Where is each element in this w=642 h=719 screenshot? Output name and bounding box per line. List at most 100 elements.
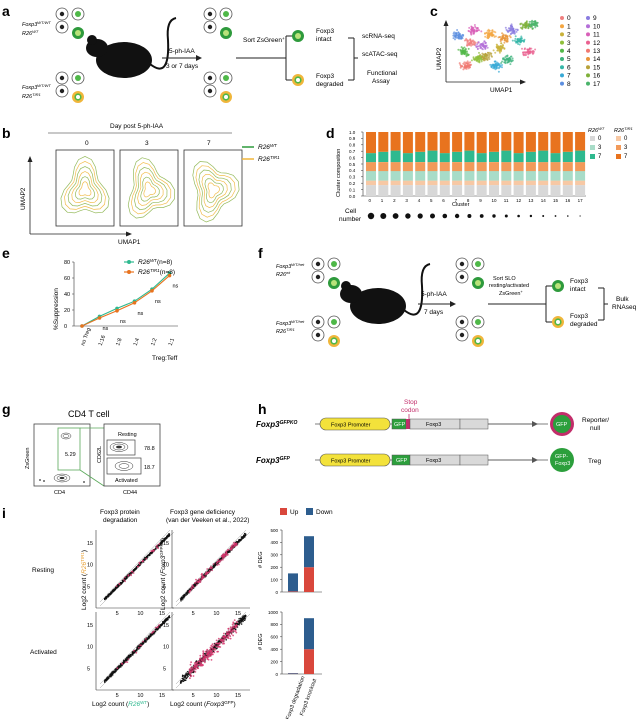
i-scatter-resting-knockout-deg-point xyxy=(220,559,223,562)
i-bars-activated-ytick-label: 800 xyxy=(271,622,279,627)
c-umap-point xyxy=(499,40,502,43)
i-scatter-resting-degradation-point xyxy=(107,595,109,598)
i-scatter-activated-degradation-deg-point xyxy=(156,625,159,628)
c-legend-label: 0 xyxy=(567,15,571,22)
c-umap-point xyxy=(470,59,473,62)
i-scatter-resting-degradation-deg-point xyxy=(156,544,158,547)
d-bar-segment xyxy=(513,153,524,163)
d-bar-segment xyxy=(513,162,524,172)
d-bar-segment xyxy=(452,132,463,152)
c-legend-swatch xyxy=(560,24,564,29)
i-scatter-activated-knockout-deg-point xyxy=(223,636,226,638)
i-scatter-resting-knockout-deg-point xyxy=(201,572,203,575)
i-scatter-resting-degradation-ytick: 10 xyxy=(87,563,93,569)
c-umap-point xyxy=(476,43,479,46)
i-scatter-activated-knockout-deg-point xyxy=(208,650,211,653)
i-bars-activated-ytick-label: 200 xyxy=(271,659,279,664)
c-umap-point xyxy=(483,40,486,43)
c-umap-point xyxy=(508,57,511,59)
i-scatter-resting-knockout-xtick: 15 xyxy=(235,611,241,617)
c-umap-point xyxy=(483,57,486,60)
d-bar-segment xyxy=(525,171,536,181)
h-stop-label-1: Stop xyxy=(404,399,418,406)
i-scatter-resting-knockout-deg-point xyxy=(202,575,205,578)
c-umap-point xyxy=(487,31,490,34)
i-scatter-activated-knockout-deg-point xyxy=(215,645,218,648)
g-contour-1 xyxy=(39,432,85,483)
c-umap-point xyxy=(492,66,495,68)
i-scatter-activated-degradation-point xyxy=(143,641,146,643)
c-umap-point xyxy=(454,38,456,41)
d-bar-segment xyxy=(390,180,401,186)
i-scatter-activated-degradation-point xyxy=(133,652,135,654)
c-umap-point xyxy=(520,35,523,38)
c-umap-point xyxy=(455,32,458,35)
i-scatter-activated-degradation-diagonal xyxy=(99,611,171,685)
i-scatter-activated-knockout-deg-point xyxy=(189,673,192,675)
i-scatter-resting-knockout-deg-point xyxy=(221,558,224,561)
i-scatter-resting-degradation-point xyxy=(134,568,136,571)
i-scatter-resting-knockout-xtick: 10 xyxy=(213,611,219,617)
c-umap-point xyxy=(464,48,467,51)
c-umap-point xyxy=(510,23,513,26)
i-scatter-resting-knockout-deg-point xyxy=(211,569,214,572)
i-scatter-resting-knockout-point xyxy=(180,597,183,600)
f-intact-label-2: intact xyxy=(570,286,586,293)
i-scatter-resting-knockout-point xyxy=(241,537,243,539)
i-scatter-resting-knockout-deg-point xyxy=(194,581,197,584)
c-umap-point xyxy=(457,48,460,51)
d-bar-segment xyxy=(476,185,487,196)
i-scatter-activated-degradation-deg-point xyxy=(151,631,154,633)
i-scatter-resting-knockout-point xyxy=(242,536,244,538)
d-bar-segment xyxy=(525,151,536,162)
d-cell-label-1: Cell xyxy=(345,208,357,215)
c-umap-point xyxy=(504,62,507,65)
i-scatter-activated-degradation-point xyxy=(126,656,129,659)
c-legend-label: 14 xyxy=(593,56,601,63)
i-scatter-resting-knockout-point xyxy=(238,539,240,541)
i-scatter-activated-knockout-deg-point xyxy=(235,624,238,626)
i-scatter-resting-degradation-deg-point xyxy=(130,573,133,576)
i-scatter-resting-degradation-point xyxy=(143,558,146,561)
panel-a: a Foxp3WT/WT R26WT Foxp3WT/WT R26TIR1 5-… xyxy=(2,3,398,103)
c-umap-point xyxy=(462,47,465,50)
h-row1-stop xyxy=(406,419,410,429)
c-umap-point xyxy=(528,48,531,51)
c-umap-point xyxy=(474,41,477,44)
i-scatter-resting-degradation-point xyxy=(164,538,166,540)
h-row2-protein-icon xyxy=(550,448,574,472)
d-xtick-label: 11 xyxy=(504,198,509,203)
h-row2-foxp3-label: Foxp3 xyxy=(426,458,441,464)
i-scatter-activated-knockout-point xyxy=(244,614,247,617)
i-scatter-activated-degradation-point xyxy=(165,619,167,622)
d-bar-segment xyxy=(390,171,401,181)
b-contour-line xyxy=(201,173,228,208)
d-bar-segment xyxy=(550,185,561,196)
d-bar-segment xyxy=(464,185,475,196)
d-bar-segment xyxy=(538,132,549,151)
f-bulk-2: RNAseq xyxy=(612,304,637,311)
i-scatter-resting-degradation-point xyxy=(113,590,115,592)
c-umap-point xyxy=(510,32,513,35)
i-scatter-resting-knockout-deg-point xyxy=(211,566,214,569)
c-legend-label: 16 xyxy=(593,73,601,80)
d-bar-segment xyxy=(415,171,426,181)
i-scatter-activated-knockout-point xyxy=(239,619,242,622)
f-degraded-label-1: Foxp3 xyxy=(570,313,588,320)
g-gate-1-value: 5.29 xyxy=(65,452,76,458)
panel-b-letter: b xyxy=(2,125,11,141)
e-series-tir1-point xyxy=(115,309,119,313)
e-series-tir1-line xyxy=(81,275,170,327)
d-cell-dot xyxy=(479,214,484,218)
h-row2-protein-label-2: Foxp3 xyxy=(555,461,570,467)
i-scatter-activated-degradation-xtick: 5 xyxy=(116,693,119,699)
i-scatter-activated-degradation-point xyxy=(135,649,138,651)
d-xtick-label: 2 xyxy=(393,198,396,203)
i-scatter-resting-degradation-point xyxy=(167,534,170,537)
d-xtick-label: 12 xyxy=(516,198,522,203)
c-legend-swatch xyxy=(586,16,590,20)
i-scatter-resting-degradation-deg-point xyxy=(124,580,126,583)
c-umap-point xyxy=(528,20,531,23)
c-umap-point xyxy=(501,60,504,63)
d-ytick-label: 0.6 xyxy=(349,155,356,160)
